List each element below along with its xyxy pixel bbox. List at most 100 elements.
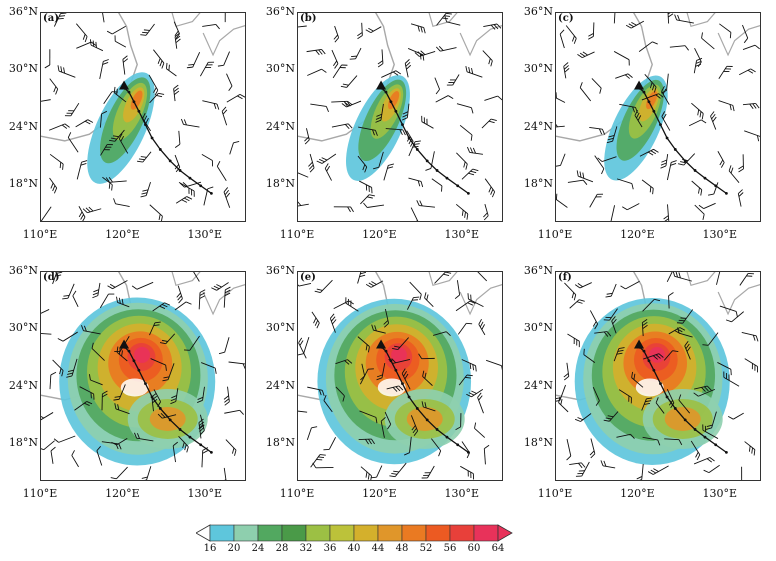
wind-barb [81, 325, 101, 335]
wind-barb [418, 353, 435, 360]
wind-barb [424, 292, 434, 308]
wind-barb [49, 78, 59, 95]
wind-barb [456, 152, 468, 170]
wind-barb [589, 438, 596, 459]
wind-barb [728, 165, 740, 183]
track-point [659, 123, 662, 127]
wind-barb [297, 25, 307, 28]
wind-barb [359, 410, 378, 424]
x-tick-label: 110°E [279, 487, 315, 500]
wind-barb [742, 44, 760, 51]
landfall-marker-icon [634, 339, 645, 349]
wind-barb [52, 359, 64, 377]
colorbar-segment [209, 524, 235, 542]
track-point [209, 450, 213, 454]
wind-barb [333, 25, 340, 43]
map-panel-e: (e) [297, 271, 503, 481]
y-tick-label: 30°N [523, 321, 553, 335]
track-point [642, 349, 646, 353]
wind-barb [324, 163, 332, 181]
track-point [144, 382, 147, 386]
track-point [652, 368, 656, 372]
y-tick-label: 24°N [8, 378, 38, 392]
wind-barb [702, 424, 719, 439]
wind-barb [588, 22, 595, 40]
wind-speed-contour [388, 91, 400, 110]
x-tick-label: 120°E [362, 228, 397, 241]
wind-barb [202, 100, 220, 110]
track-point [150, 395, 154, 399]
wind-barb [306, 48, 326, 56]
wind-barb [409, 281, 422, 301]
wind-barb [421, 465, 435, 479]
wind-barb [198, 418, 205, 439]
wind-barb [435, 95, 454, 103]
wind-barb [357, 271, 367, 284]
wind-barb [618, 389, 632, 404]
wind-barb [53, 435, 76, 443]
wind-barb [202, 23, 220, 30]
wind-barb [698, 202, 716, 210]
track-point [724, 450, 728, 454]
x-tick-label: 130°E [444, 228, 480, 241]
track-point [168, 159, 172, 163]
wind-barb [435, 45, 457, 52]
wind-barb [223, 286, 231, 308]
wind-barb [693, 57, 703, 74]
korea-outline [428, 271, 459, 287]
wind-barb [484, 178, 496, 198]
wind-barb [383, 308, 390, 328]
wind-barb [406, 296, 420, 310]
colorbar-label: 60 [467, 543, 481, 554]
wind-barb [482, 50, 493, 67]
wind-barb [365, 26, 382, 34]
wind-barb [678, 394, 691, 414]
wind-barb [360, 194, 375, 205]
panel-label: (e) [300, 272, 316, 283]
wind-barb [741, 466, 743, 481]
wind-barb [455, 203, 469, 220]
colorbar [196, 524, 513, 542]
wind-barb [323, 437, 336, 451]
wind-barb [690, 440, 701, 461]
wind-barb [684, 340, 691, 360]
track-point [415, 148, 419, 151]
track-point [188, 176, 192, 180]
wind-barb [622, 203, 640, 211]
wind-barb [434, 77, 441, 95]
wind-barb [211, 282, 229, 291]
track-point [178, 428, 182, 431]
wind-barb [224, 409, 244, 415]
wind-barb [226, 73, 233, 92]
x-tick-label: 110°E [537, 228, 573, 241]
colorbar-label: 24 [251, 543, 265, 554]
x-tick-label: 130°E [702, 228, 738, 241]
wind-barb [109, 129, 125, 142]
wind-barb [385, 128, 406, 136]
wind-barb [410, 415, 419, 436]
wind-barb [359, 368, 374, 385]
wind-barb [703, 464, 720, 474]
wind-barb [555, 193, 568, 208]
wind-barb [150, 358, 167, 371]
track-point [137, 109, 141, 113]
wind-barb [64, 102, 80, 117]
wind-barb [738, 68, 756, 76]
wind-barb [564, 282, 577, 301]
track-point [652, 109, 656, 113]
wind-barb [483, 23, 502, 30]
wind-barb [611, 316, 617, 334]
wind-barb [594, 155, 605, 175]
wind-barb [615, 73, 633, 79]
y-tick-label: 18°N [8, 435, 38, 449]
wind-barb [401, 368, 411, 390]
wind-barb [40, 99, 51, 103]
wind-barb [702, 332, 719, 346]
map-panel-c: (c) [555, 12, 761, 222]
wind-barb [335, 386, 345, 402]
track-point [647, 100, 651, 104]
map-panel-f: (f) [555, 271, 761, 481]
track-point [401, 382, 404, 386]
wind-barb [431, 438, 442, 457]
colorbar-label: 52 [419, 543, 433, 554]
